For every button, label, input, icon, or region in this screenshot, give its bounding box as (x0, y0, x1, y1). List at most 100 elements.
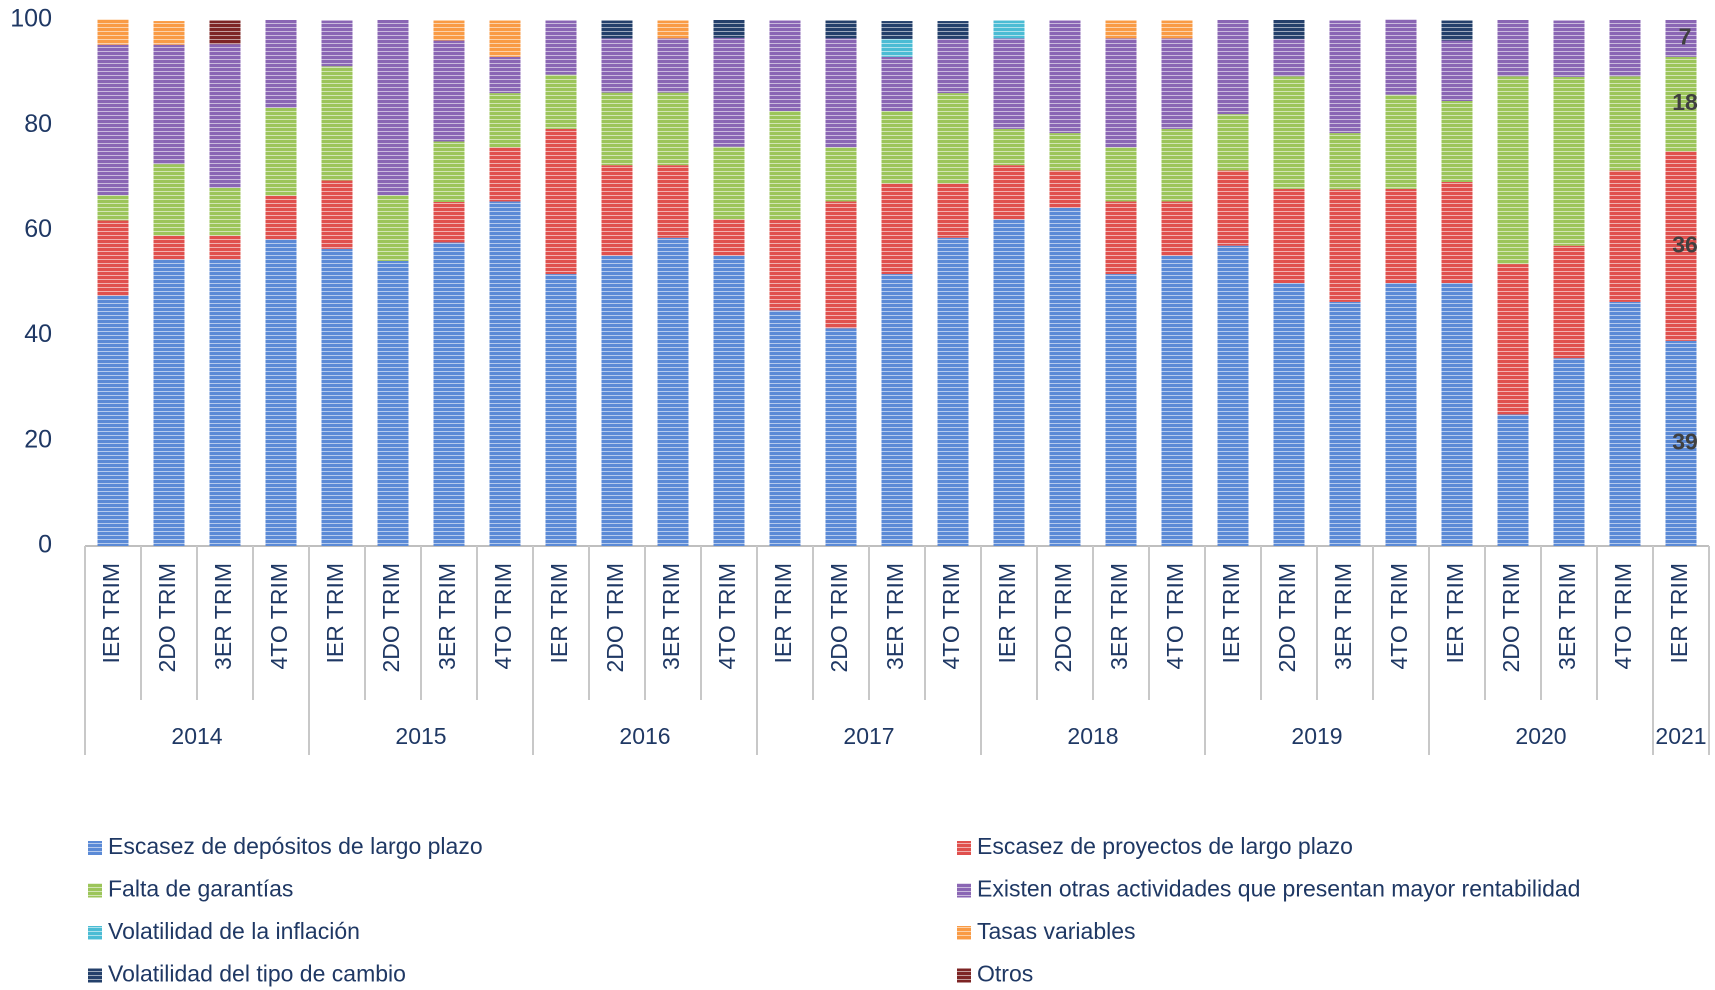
x-tick-label: 2DO TRIM (1274, 563, 1300, 672)
bar-segment (1441, 182, 1473, 283)
bar-segment (153, 21, 185, 45)
bar-segment (1441, 283, 1473, 546)
bar-segment (265, 107, 297, 196)
bar-segment (209, 187, 241, 236)
bar-segment (937, 38, 969, 94)
bar-segment (657, 38, 689, 93)
bar-segment (1497, 76, 1529, 265)
data-label: 39 (1672, 429, 1698, 455)
bar-segment (1049, 20, 1081, 134)
year-label: 2014 (171, 723, 222, 749)
bar-segment (1161, 255, 1193, 546)
bar-segment (1217, 20, 1249, 115)
bar-segment (1553, 245, 1585, 359)
legend-swatch (957, 883, 971, 898)
bar-segment (1385, 283, 1417, 546)
x-tick-label: IER TRIM (322, 563, 348, 664)
bar-segment (97, 19, 129, 45)
bar-segment (209, 44, 241, 188)
legend-swatch (88, 926, 102, 940)
year-label: 2020 (1515, 723, 1566, 749)
bar-segment (1385, 94, 1417, 189)
x-tick-label: 3ER TRIM (1554, 563, 1580, 670)
bar-segment (713, 37, 745, 147)
x-tick-label: IER TRIM (1442, 563, 1468, 664)
bar-segment (265, 195, 297, 240)
y-tick-label: 100 (10, 5, 52, 33)
bar-segment (769, 110, 801, 220)
x-tick-label: 4TO TRIM (938, 563, 964, 670)
bar-segment (545, 128, 577, 275)
year-label: 2017 (843, 723, 894, 749)
legend-label: Volatilidad del tipo de cambio (108, 961, 406, 987)
bar-segment (1665, 340, 1697, 546)
x-tick-label: 3ER TRIM (882, 563, 908, 670)
bar-segment (489, 147, 521, 202)
bar-segment (1161, 128, 1193, 202)
y-tick-label: 80 (24, 110, 52, 138)
legend-label: Existen otras actividades que presentan … (977, 876, 1580, 902)
legend-swatch (957, 841, 971, 855)
bar-segment (209, 235, 241, 260)
x-tick-label: IER TRIM (1218, 563, 1244, 664)
bar-segment (433, 20, 465, 41)
bar-segment (1049, 207, 1081, 547)
x-tick-label: 4TO TRIM (1610, 563, 1636, 670)
bar-segment (1049, 133, 1081, 171)
bar-segment (1665, 20, 1697, 57)
bar-segment (97, 295, 129, 546)
bar-segment (769, 219, 801, 311)
bar-segment (601, 255, 633, 546)
bar-segment (1329, 301, 1361, 546)
bar-segment (601, 165, 633, 256)
x-tick-label: IER TRIM (770, 563, 796, 664)
bar-segment (265, 20, 297, 108)
bar-segment (1273, 283, 1305, 546)
bar-segment (825, 38, 857, 148)
bar-segment (881, 110, 913, 184)
x-tick-label: IER TRIM (546, 563, 572, 664)
bar-segment (937, 93, 969, 184)
bar-segment (713, 255, 745, 546)
bar-segment (97, 195, 129, 221)
bar-segment (825, 147, 857, 202)
x-tick-label: 2DO TRIM (154, 563, 180, 672)
bar-segment (1105, 38, 1137, 148)
year-label: 2015 (395, 723, 446, 749)
y-tick-label: 60 (24, 215, 52, 243)
bar-segment (1329, 189, 1361, 302)
bar-segment (713, 219, 745, 256)
bar-segment (657, 165, 689, 238)
bar-segment (601, 92, 633, 166)
legend-swatch (88, 841, 102, 855)
bar-segment (937, 183, 969, 238)
bar-segment (1665, 56, 1697, 152)
bar-segment (1609, 20, 1641, 77)
bar-segment (1105, 20, 1137, 39)
bar-segment (489, 201, 521, 546)
bar-segment (321, 248, 353, 546)
bar-segment (1329, 133, 1361, 190)
bar-segment (1609, 76, 1641, 171)
data-label: 36 (1672, 231, 1698, 257)
bar-segment (1161, 38, 1193, 129)
bar-segment (1217, 245, 1249, 547)
bar-segment (825, 20, 857, 39)
bar-segment (881, 38, 913, 57)
bar-segment (377, 195, 409, 261)
bar-segment (97, 220, 129, 296)
bar-segment (1385, 188, 1417, 283)
bar-segment (1385, 19, 1417, 95)
bar-segment (1441, 20, 1473, 41)
legend-label: Volatilidad de la inflación (108, 918, 360, 944)
bar-segment (601, 38, 633, 93)
x-tick-label: 3ER TRIM (1106, 563, 1132, 670)
bar-segment (1553, 20, 1585, 77)
bar-segment (321, 180, 353, 249)
y-tick-label: 20 (24, 425, 52, 453)
bar-segment (265, 239, 297, 547)
year-label: 2016 (619, 723, 670, 749)
x-tick-label: 2DO TRIM (378, 563, 404, 672)
bar-segment (1441, 40, 1473, 102)
bar-segment (881, 21, 913, 39)
